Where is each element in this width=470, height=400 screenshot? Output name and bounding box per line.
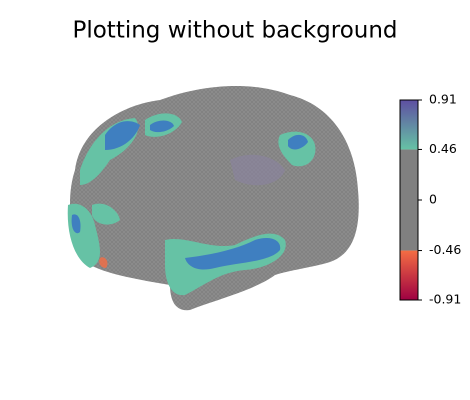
tick-label: 0.46 (429, 141, 457, 156)
blob (230, 154, 285, 186)
colorbar: -0.91 -0.46 0 0.46 0.91 (399, 92, 461, 307)
tick-label: 0.91 (429, 92, 457, 107)
tick-label: -0.91 (429, 292, 461, 307)
blob (288, 134, 308, 150)
blob (71, 214, 81, 234)
chart-title: Plotting without background (72, 18, 397, 44)
colorbar-positive (400, 100, 418, 150)
blob (99, 257, 108, 268)
blob (92, 203, 120, 225)
tick-label: -0.46 (429, 242, 461, 257)
blob (150, 120, 174, 133)
tick-label: 0 (429, 192, 437, 207)
blob (105, 121, 140, 150)
colorbar-threshold (400, 149, 418, 251)
brain-surface (67, 85, 359, 311)
blob (185, 238, 281, 270)
colorbar-negative (400, 250, 418, 300)
